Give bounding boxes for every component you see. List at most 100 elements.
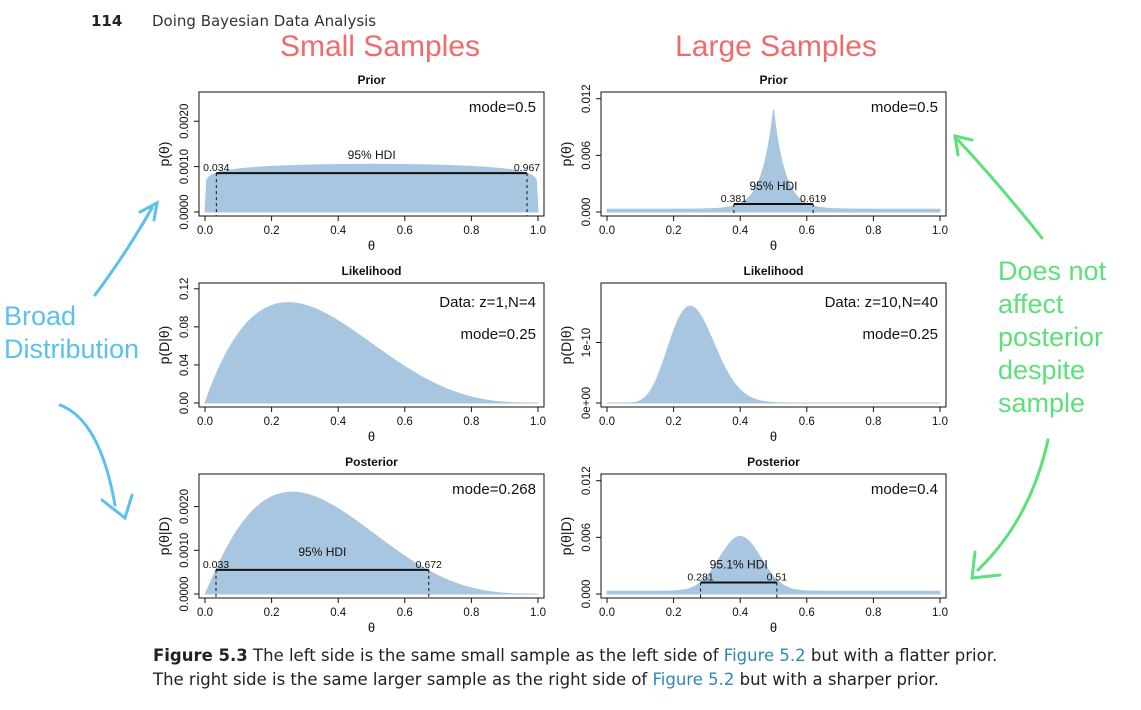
x-tick-label: 0.6 xyxy=(799,225,815,237)
hdi-low-value: 0.033 xyxy=(203,559,229,571)
x-tick-label: 0.4 xyxy=(330,225,347,237)
mode-label: mode=0.268 xyxy=(452,481,536,498)
y-tick-label: 0.08 xyxy=(179,316,191,338)
panel-title: Likelihood xyxy=(342,264,402,278)
x-tick-label: 0.0 xyxy=(197,607,213,619)
chart-panel-small-likelihood: Likelihood 0.0 0.2 0.4 0.6 0.8 1.0 θ 0.00 0.04 0.0… xyxy=(156,264,546,444)
y-tick-label: 0.04 xyxy=(179,353,191,376)
x-tick-label: 1.0 xyxy=(932,416,948,428)
y-axis-label: p(θ|D) xyxy=(558,517,574,556)
hdi-label: 95% HDI xyxy=(298,545,346,559)
caption-text: but with a flatter prior. The right side… xyxy=(153,646,998,689)
x-axis-label: θ xyxy=(770,429,777,444)
x-tick-label: 0.8 xyxy=(865,225,881,237)
y-tick-label: 0.0010 xyxy=(179,149,191,184)
panel-title: Likelihood xyxy=(744,264,804,278)
y-tick-label: 0.0010 xyxy=(179,533,191,568)
chart-panel-large-prior: Prior 0.0 0.2 0.4 0.6 0.8 1.0 θ 0.000 0.006 0.012 p… xyxy=(558,73,948,253)
x-tick-label: 0.0 xyxy=(599,607,615,619)
hdi-high-value: 0.51 xyxy=(767,571,788,583)
arrow-down-left xyxy=(58,403,134,521)
x-tick-label: 0.0 xyxy=(599,225,615,237)
hdi-low-value: 0.281 xyxy=(687,571,713,583)
y-tick-label: 0.0000 xyxy=(179,194,191,229)
hdi-low-value: 0.381 xyxy=(721,193,747,205)
x-tick-label: 1.0 xyxy=(530,416,546,428)
y-tick-label: 0.0020 xyxy=(179,104,191,139)
chart-panel-small-posterior: Posterior 0.0 0.2 0.4 0.6 0.8 1.0 θ 0.0000 0.0010… xyxy=(156,455,546,635)
annotation-line: Does not xyxy=(998,256,1107,286)
chart-panel-large-posterior: Posterior 0.0 0.2 0.4 0.6 0.8 1.0 θ 0.000 0.006 0.… xyxy=(558,455,948,635)
y-tick-label: 0.006 xyxy=(581,523,593,552)
y-tick-label: 0.12 xyxy=(179,278,191,300)
plot-frame xyxy=(600,282,947,408)
mode-label: mode=0.5 xyxy=(469,99,536,116)
y-tick-label: 0.006 xyxy=(581,141,593,170)
hdi-label: 95.1% HDI xyxy=(710,557,768,571)
hdi-label: 95% HDI xyxy=(749,179,797,193)
caption-label: Figure 5.3 xyxy=(153,646,248,665)
data-label: Data: z=10,N=40 xyxy=(825,294,938,311)
running-header: Doing Bayesian Data Analysis xyxy=(152,12,377,30)
column-heading-large: Large Samples xyxy=(675,30,877,63)
y-axis-label: p(D|θ) xyxy=(558,326,574,365)
y-tick-label: 0.000 xyxy=(581,198,593,227)
density-area xyxy=(607,305,940,404)
data-label: Data: z=1,N=4 xyxy=(439,294,536,311)
density-area xyxy=(606,535,941,595)
annotation-line: Distribution xyxy=(4,334,140,364)
x-tick-label: 0.2 xyxy=(264,225,280,237)
x-tick-label: 0.8 xyxy=(865,607,881,619)
figure-link[interactable]: Figure 5.2 xyxy=(723,646,806,665)
figure-link[interactable]: Figure 5.2 xyxy=(652,670,735,689)
density-area xyxy=(606,109,941,213)
annotation-line: despite xyxy=(998,355,1086,385)
y-axis-label: p(θ) xyxy=(156,142,172,167)
x-axis-label: θ xyxy=(368,429,375,444)
x-tick-label: 0.4 xyxy=(330,416,347,428)
x-tick-label: 1.0 xyxy=(932,225,948,237)
plot-frame xyxy=(198,282,545,408)
plot-frame xyxy=(600,91,947,217)
y-tick-label: 0.000 xyxy=(581,580,593,609)
y-axis-label: p(θ|D) xyxy=(156,517,172,556)
x-tick-label: 0.2 xyxy=(666,607,682,619)
column-heading-small: Small Samples xyxy=(279,30,481,63)
chart-panel-large-likelihood: Likelihood 0.0 0.2 0.4 0.6 0.8 1.0 θ 0e+00 1e-10 p… xyxy=(558,264,948,444)
panel-title: Posterior xyxy=(345,455,398,469)
x-tick-label: 0.4 xyxy=(732,416,749,428)
x-tick-label: 0.6 xyxy=(397,416,413,428)
x-tick-label: 0.0 xyxy=(197,225,213,237)
mode-label: mode=0.25 xyxy=(461,326,536,343)
annotation-line: Broad xyxy=(4,301,77,331)
annotation-line: sample xyxy=(998,388,1086,418)
annotation-line: posterior xyxy=(998,322,1104,352)
x-tick-label: 0.8 xyxy=(463,416,479,428)
density-area xyxy=(204,163,539,213)
panel-title: Prior xyxy=(357,73,385,87)
panel-title: Prior xyxy=(759,73,787,87)
density-area xyxy=(204,302,538,404)
y-tick-label: 0.0000 xyxy=(179,576,191,611)
chart-panel-small-prior: Prior 0.0 0.2 0.4 0.6 0.8 1.0 θ 0.0000 0.0010 0.00… xyxy=(156,73,546,253)
x-tick-label: 0.6 xyxy=(799,416,815,428)
arrow-up-right xyxy=(953,134,1044,240)
y-tick-label: 0e+00 xyxy=(581,387,593,419)
x-tick-label: 0.0 xyxy=(599,416,615,428)
x-tick-label: 0.8 xyxy=(463,607,479,619)
hdi-high-value: 0.672 xyxy=(416,559,442,571)
x-tick-label: 1.0 xyxy=(932,607,948,619)
density-area xyxy=(204,491,538,595)
x-axis-label: θ xyxy=(368,620,375,635)
hdi-low-value: 0.034 xyxy=(203,162,229,174)
mode-label: mode=0.5 xyxy=(871,99,938,116)
caption-text: The left side is the same small sample a… xyxy=(247,646,724,665)
y-axis-label: p(θ) xyxy=(558,142,574,167)
plot-frame xyxy=(198,91,545,217)
plot-frame xyxy=(198,473,545,599)
hdi-label: 95% HDI xyxy=(348,148,396,162)
arrow-up-left xyxy=(93,200,160,297)
x-axis-label: θ xyxy=(770,620,777,635)
x-tick-label: 0.2 xyxy=(666,225,682,237)
